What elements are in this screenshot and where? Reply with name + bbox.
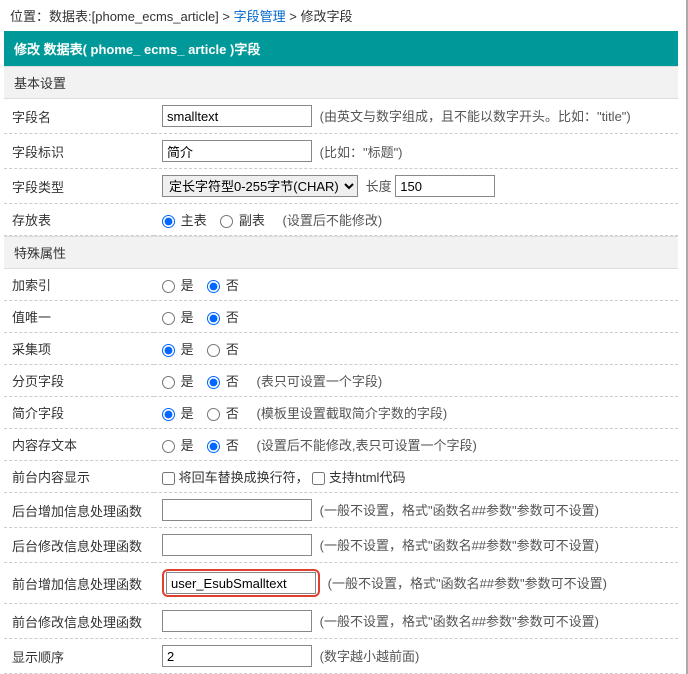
section-special: 特殊属性 xyxy=(4,236,678,269)
breadcrumb: 位置：数据表:[phome_ecms_article] > 字段管理 > 修改字… xyxy=(0,0,686,31)
hint-page: (表只可设置一个字段) xyxy=(257,374,383,389)
label-back-add-fn: 后台增加信息处理函数 xyxy=(4,493,154,528)
hint-front-edit: (一般不设置，格式"函数名##参数"参数可不设置) xyxy=(320,614,599,629)
unique-no-radio[interactable] xyxy=(207,312,220,325)
collect-yes-radio[interactable] xyxy=(162,344,175,357)
label-back-edit-fn: 后台修改信息处理函数 xyxy=(4,528,154,563)
hint-order: (数字越小越前面) xyxy=(320,649,420,664)
length-label: 长度 xyxy=(366,179,392,194)
display-order-input[interactable] xyxy=(162,645,312,667)
breadcrumb-field-mgmt[interactable]: 字段管理 xyxy=(234,9,286,24)
section-basic: 基本设置 xyxy=(4,66,678,99)
label-front-edit-fn: 前台修改信息处理函数 xyxy=(4,604,154,639)
label-content-text: 内容存文本 xyxy=(4,429,154,461)
breadcrumb-current: 修改字段 xyxy=(300,9,352,24)
label-front-display: 前台内容显示 xyxy=(4,461,154,493)
field-length-input[interactable] xyxy=(395,175,495,197)
label-collect: 采集项 xyxy=(4,333,154,365)
label-field-name: 字段名 xyxy=(4,99,154,134)
hint-intro: (模板里设置截取简介字数的字段) xyxy=(257,406,448,421)
label-display-order: 显示顺序 xyxy=(4,639,154,674)
intro-no-radio[interactable] xyxy=(207,408,220,421)
label-store-table: 存放表 xyxy=(4,204,154,236)
br-label: 将回车替换成换行符， xyxy=(179,470,309,485)
store-sub-radio[interactable] xyxy=(220,215,233,228)
label-index: 加索引 xyxy=(4,269,154,301)
collect-no-radio[interactable] xyxy=(207,344,220,357)
field-ident-input[interactable] xyxy=(162,140,312,162)
breadcrumb-table: 数据表:[phome_ecms_article] xyxy=(49,9,219,24)
hint-front-add: (一般不设置，格式"函数名##参数"参数可不设置) xyxy=(328,576,607,591)
hint-field-name: (由英文与数字组成，且不能以数字开头。比如："title") xyxy=(320,109,631,124)
index-yes-radio[interactable] xyxy=(162,280,175,293)
unique-yes-radio[interactable] xyxy=(162,312,175,325)
html-label: 支持html代码 xyxy=(329,470,406,485)
store-main-radio[interactable] xyxy=(162,215,175,228)
label-intro-field: 简介字段 xyxy=(4,397,154,429)
hint-store: (设置后不能修改) xyxy=(283,213,383,228)
highlight-box xyxy=(162,569,320,597)
label-unique: 值唯一 xyxy=(4,301,154,333)
index-no-radio[interactable] xyxy=(207,280,220,293)
content-no-radio[interactable] xyxy=(207,440,220,453)
front-add-fn-input[interactable] xyxy=(166,572,316,594)
page-yes-radio[interactable] xyxy=(162,376,175,389)
hint-back-add: (一般不设置，格式"函数名##参数"参数可不设置) xyxy=(320,503,599,518)
page-title: 修改 数据表( phome_ ecms_ article )字段 xyxy=(4,31,678,66)
html-checkbox[interactable] xyxy=(312,472,325,485)
intro-yes-radio[interactable] xyxy=(162,408,175,421)
hint-content: (设置后不能修改,表只可设置一个字段) xyxy=(257,438,477,453)
front-edit-fn-input[interactable] xyxy=(162,610,312,632)
field-type-select[interactable]: 定长字符型0-255字节(CHAR) xyxy=(162,175,358,197)
br-checkbox[interactable] xyxy=(162,472,175,485)
label-field-ident: 字段标识 xyxy=(4,134,154,169)
back-add-fn-input[interactable] xyxy=(162,499,312,521)
hint-field-ident: (比如："标题") xyxy=(320,145,403,160)
label-field-type: 字段类型 xyxy=(4,169,154,204)
label-front-add-fn: 前台增加信息处理函数 xyxy=(4,563,154,604)
content-yes-radio[interactable] xyxy=(162,440,175,453)
page-no-radio[interactable] xyxy=(207,376,220,389)
field-name-input[interactable] xyxy=(162,105,312,127)
label-page-field: 分页字段 xyxy=(4,365,154,397)
breadcrumb-prefix: 位置： xyxy=(10,9,49,24)
back-edit-fn-input[interactable] xyxy=(162,534,312,556)
hint-back-edit: (一般不设置，格式"函数名##参数"参数可不设置) xyxy=(320,538,599,553)
